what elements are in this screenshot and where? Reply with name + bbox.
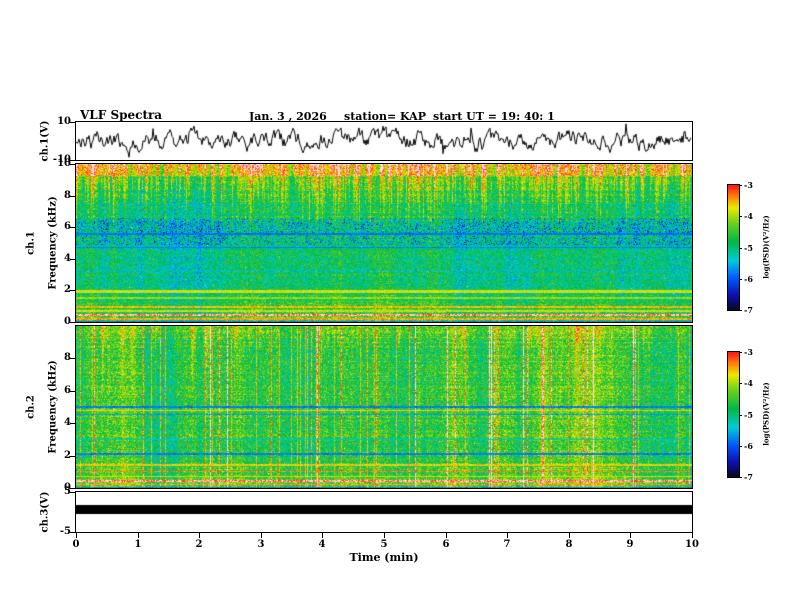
- ch2-spectrogram-canvas: [76, 326, 692, 488]
- y-tick-label: 4: [64, 253, 71, 264]
- colorbar-tick: [739, 248, 742, 249]
- ch1-waveform-panel: [75, 121, 693, 161]
- y-tick: [70, 358, 75, 359]
- colorbar-tick-label: -3: [744, 180, 753, 190]
- y-tick: [70, 488, 75, 489]
- colorbar-tick: [739, 383, 742, 384]
- ch1-spectrogram-canvas: [76, 164, 692, 322]
- y-tick-label: 6: [64, 385, 71, 396]
- colorbar-tick-label: -7: [744, 305, 753, 315]
- x-tick: [76, 533, 77, 538]
- x-tick-label: 0: [72, 539, 80, 550]
- y-tick-label: 8: [64, 190, 71, 201]
- start-ut-label: start UT = 19: 40: 1: [433, 110, 555, 123]
- x-axis-label: Time (min): [349, 551, 419, 564]
- y-tick: [70, 160, 75, 161]
- colorbar-tick-label: -7: [744, 472, 753, 482]
- x-tick: [261, 533, 262, 538]
- y-tick-label: 2: [64, 450, 71, 461]
- ch1-waveform-canvas: [76, 122, 692, 160]
- x-tick-label: 4: [318, 539, 326, 550]
- x-tick: [446, 533, 447, 538]
- y-tick: [70, 196, 75, 197]
- colorbar-tick: [739, 185, 742, 186]
- colorbar-tick-label: -3: [744, 347, 753, 357]
- colorbar-tick-label: -4: [744, 211, 753, 221]
- ch1-spectrogram-panel: [75, 163, 693, 323]
- y-tick: [70, 423, 75, 424]
- x-tick-label: 1: [134, 539, 142, 550]
- x-tick: [384, 533, 385, 538]
- ch1-colorbar-label: log(PSD)(V²/Hz): [761, 215, 771, 279]
- ch2-colorbar-label: log(PSD)(V²/Hz): [761, 382, 771, 446]
- y-tick: [70, 290, 75, 291]
- colorbar-tick-label: -5: [744, 243, 753, 253]
- x-tick: [569, 533, 570, 538]
- ch1-frequency-axis-label: Frequency (kHz): [47, 196, 59, 290]
- colorbar-tick: [739, 446, 742, 447]
- colorbar-tick: [739, 216, 742, 217]
- colorbar-tick-label: -6: [744, 441, 753, 451]
- date-label: Jan. 3 , 2026: [249, 110, 327, 123]
- y-tick-label: 10: [57, 158, 71, 169]
- colorbar-tick-label: -4: [744, 378, 753, 388]
- x-tick-label: 10: [685, 539, 699, 550]
- x-tick-label: 9: [626, 539, 634, 550]
- y-tick-label: 4: [64, 417, 71, 428]
- ch2-colorbar: [727, 351, 740, 478]
- y-tick: [70, 259, 75, 260]
- y-tick: [70, 492, 75, 493]
- y-tick: [70, 122, 75, 123]
- y-tick-label: 8: [64, 352, 71, 363]
- colorbar-tick: [739, 279, 742, 280]
- x-tick: [692, 533, 693, 538]
- y-tick-label: 0: [64, 316, 71, 327]
- x-tick: [322, 533, 323, 538]
- y-tick-label: -5: [59, 526, 71, 537]
- x-tick: [630, 533, 631, 538]
- x-tick-label: 6: [442, 539, 450, 550]
- ch2-channel-label: ch.2: [25, 395, 37, 419]
- y-tick-label: 10: [57, 116, 71, 127]
- x-tick-label: 7: [503, 539, 511, 550]
- y-tick-label: 0: [64, 482, 71, 493]
- y-tick: [70, 322, 75, 323]
- x-tick-label: 8: [565, 539, 573, 550]
- x-tick-label: 5: [380, 539, 388, 550]
- x-tick: [138, 533, 139, 538]
- colorbar-tick: [739, 310, 742, 311]
- colorbar-tick: [739, 477, 742, 478]
- ch2-frequency-axis-label: Frequency (kHz): [47, 360, 59, 454]
- x-tick: [507, 533, 508, 538]
- y-tick-label: 6: [64, 221, 71, 232]
- y-tick: [70, 456, 75, 457]
- y-tick-label: 2: [64, 284, 71, 295]
- y-tick-label: 5: [64, 486, 71, 497]
- x-tick: [199, 533, 200, 538]
- colorbar-tick-label: -6: [744, 274, 753, 284]
- y-tick: [70, 391, 75, 392]
- x-tick-label: 2: [195, 539, 203, 550]
- station-label: station= KAP: [344, 110, 426, 123]
- ch2-spectrogram-panel: [75, 325, 693, 489]
- y-tick: [70, 532, 75, 533]
- figure-title: VLF Spectra: [80, 108, 163, 122]
- colorbar-tick-label: -5: [744, 410, 753, 420]
- ch1-channel-label: ch.1: [25, 231, 37, 255]
- ch1-colorbar: [727, 184, 740, 311]
- y-tick: [70, 227, 75, 228]
- ch3-waveform-canvas: [76, 492, 692, 532]
- colorbar-tick: [739, 415, 742, 416]
- y-tick: [70, 164, 75, 165]
- colorbar-tick: [739, 352, 742, 353]
- x-tick-label: 3: [257, 539, 265, 550]
- ch3-waveform-panel: [75, 491, 693, 533]
- y-tick-label: -10: [52, 154, 71, 165]
